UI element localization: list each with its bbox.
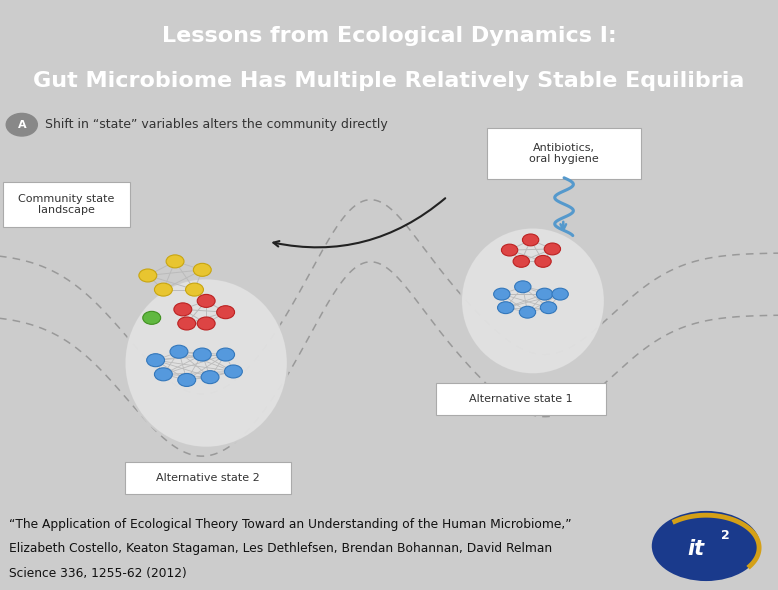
Circle shape	[201, 371, 219, 384]
Circle shape	[541, 301, 557, 314]
Circle shape	[6, 113, 37, 136]
Circle shape	[513, 255, 530, 267]
FancyBboxPatch shape	[487, 128, 641, 179]
Ellipse shape	[652, 511, 760, 581]
Ellipse shape	[461, 228, 605, 374]
Circle shape	[523, 234, 539, 246]
Circle shape	[216, 348, 235, 361]
Circle shape	[177, 373, 196, 386]
Text: 2: 2	[721, 529, 730, 542]
Ellipse shape	[124, 278, 288, 448]
Circle shape	[139, 269, 157, 282]
Circle shape	[545, 243, 560, 255]
Circle shape	[515, 281, 531, 293]
Circle shape	[537, 288, 553, 300]
Text: Shift in “state” variables alters the community directly: Shift in “state” variables alters the co…	[45, 118, 388, 131]
Text: “The Application of Ecological Theory Toward an Understanding of the Human Micro: “The Application of Ecological Theory To…	[9, 517, 572, 530]
Text: Alternative state 1: Alternative state 1	[469, 394, 573, 404]
Text: A: A	[17, 120, 26, 130]
Circle shape	[154, 283, 173, 296]
Text: it: it	[688, 539, 705, 559]
Circle shape	[535, 255, 551, 267]
Circle shape	[143, 312, 160, 325]
Circle shape	[146, 353, 165, 367]
FancyBboxPatch shape	[125, 463, 291, 494]
Circle shape	[166, 255, 184, 268]
Text: Elizabeth Costello, Keaton Stagaman, Les Dethlefsen, Brendan Bohannan, David Rel: Elizabeth Costello, Keaton Stagaman, Les…	[9, 542, 552, 555]
Circle shape	[224, 365, 243, 378]
Circle shape	[197, 294, 215, 307]
Circle shape	[197, 317, 215, 330]
Circle shape	[174, 303, 192, 316]
Text: Lessons from Ecological Dynamics I:: Lessons from Ecological Dynamics I:	[162, 26, 616, 46]
Circle shape	[170, 345, 188, 358]
Circle shape	[216, 306, 235, 319]
Circle shape	[552, 288, 568, 300]
FancyBboxPatch shape	[436, 384, 606, 415]
Text: Science 336, 1255-62 (2012): Science 336, 1255-62 (2012)	[9, 567, 187, 580]
Circle shape	[520, 306, 536, 318]
Circle shape	[177, 317, 196, 330]
Circle shape	[154, 368, 173, 381]
Text: Antibiotics,
oral hygiene: Antibiotics, oral hygiene	[529, 143, 599, 164]
Circle shape	[502, 244, 518, 256]
Text: Community state
landscape: Community state landscape	[19, 194, 114, 215]
Circle shape	[494, 288, 510, 300]
Circle shape	[498, 301, 514, 314]
Text: Gut Microbiome Has Multiple Relatively Stable Equilibria: Gut Microbiome Has Multiple Relatively S…	[33, 71, 745, 90]
Circle shape	[194, 348, 212, 361]
Text: Alternative state 2: Alternative state 2	[156, 473, 260, 483]
Circle shape	[194, 263, 212, 276]
Circle shape	[186, 283, 204, 296]
FancyBboxPatch shape	[3, 182, 130, 227]
